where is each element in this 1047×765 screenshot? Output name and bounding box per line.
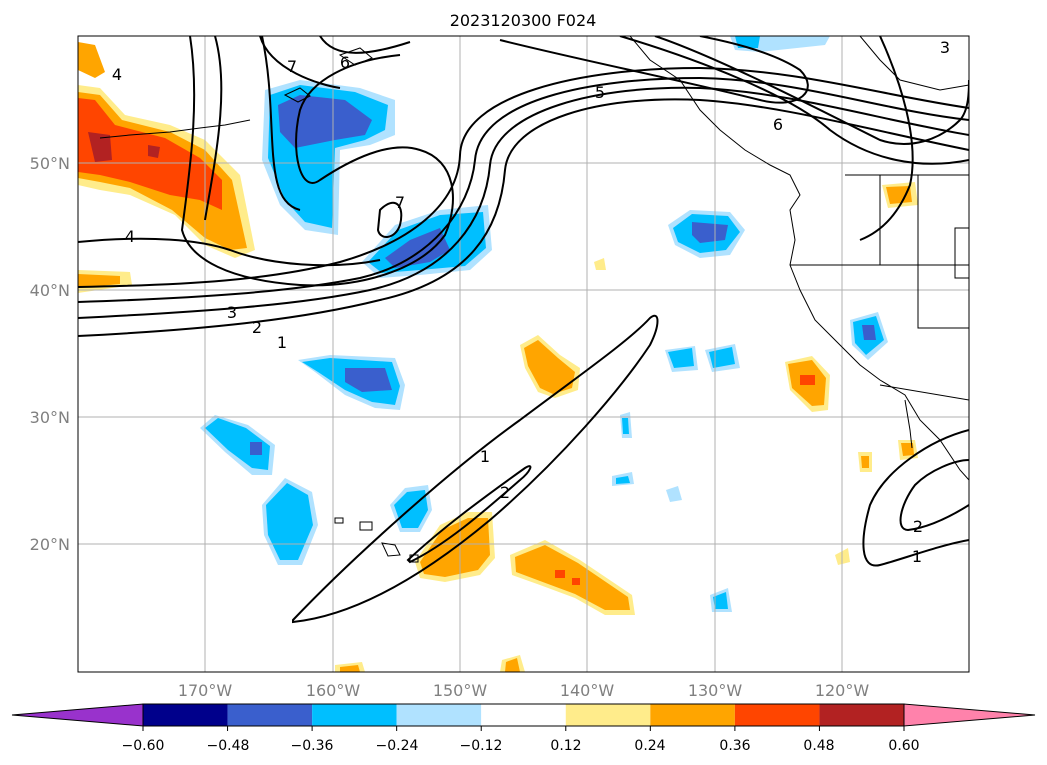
contour-label: 1 xyxy=(277,333,287,352)
lon-labels: 170°W 160°W 150°W 140°W 130°W 120°W xyxy=(178,681,870,700)
colorbar-segment xyxy=(565,704,651,726)
contour-label: 1 xyxy=(912,547,922,566)
contour-label: 3 xyxy=(227,303,237,322)
map-title: 2023120300 F024 xyxy=(450,11,597,30)
lat-label: 20°N xyxy=(30,535,70,554)
plot-area: 1 2 3 4 4 5 6 6 7 7 1 2 1 2 3 xyxy=(78,36,969,672)
colorbar-frame xyxy=(142,703,905,727)
contour-label: 6 xyxy=(340,53,350,72)
colorbar-tick-label: −0.12 xyxy=(460,738,503,754)
plot-frame xyxy=(77,35,970,673)
colorbar-tick-label: −0.60 xyxy=(122,738,165,754)
colorbar-segment xyxy=(143,704,228,726)
lon-label: 170°W xyxy=(178,681,233,700)
contour-label: 5 xyxy=(595,83,605,102)
contour-label-group: 1 2 3 4 4 5 6 6 7 7 1 2 1 2 3 xyxy=(112,38,950,566)
colorbar-segment xyxy=(312,704,397,726)
colorbar-tick-label: 0.36 xyxy=(719,738,750,754)
lat-labels: 50°N 40°N 30°N 20°N xyxy=(30,154,70,554)
coastlines xyxy=(99,36,969,563)
lon-label: 140°W xyxy=(560,681,615,700)
contour-label: 2 xyxy=(500,483,510,502)
contour-label: 6 xyxy=(773,115,783,134)
contour-label: 7 xyxy=(395,193,405,212)
contour-lines xyxy=(78,36,969,624)
lat-label: 30°N xyxy=(30,408,70,427)
contour-label: 4 xyxy=(112,65,122,84)
colorbar-tick-label: 0.24 xyxy=(634,738,665,754)
lon-label: 120°W xyxy=(815,681,870,700)
colorbar-tick-label: 0.48 xyxy=(803,738,834,754)
colorbar-segment xyxy=(819,704,904,726)
contour-label: 2 xyxy=(252,318,262,337)
colorbar-tick-label: −0.24 xyxy=(376,738,419,754)
colorbar-extend-min xyxy=(11,703,144,727)
colorbar-segment xyxy=(396,704,482,726)
colorbar-labels: −0.60 −0.48 −0.36 −0.24 −0.12 0.12 0.24 … xyxy=(122,738,920,754)
lat-label: 40°N xyxy=(30,281,70,300)
lon-label: 160°W xyxy=(306,681,361,700)
colorbar xyxy=(11,703,1036,731)
lon-label: 150°W xyxy=(433,681,488,700)
colorbar-segment xyxy=(227,704,313,726)
colorbar-segment xyxy=(481,704,566,726)
contour-label: 3 xyxy=(940,38,950,57)
contour-label: 2 xyxy=(913,517,923,536)
lat-label: 50°N xyxy=(30,154,70,173)
lon-label: 130°W xyxy=(688,681,743,700)
colorbar-extend-max xyxy=(903,703,1036,727)
contour-label: 4 xyxy=(125,227,135,246)
colorbar-tick-label: 0.12 xyxy=(550,738,581,754)
colorbar-segment xyxy=(650,704,735,726)
colorbar-tick-label: −0.48 xyxy=(207,738,250,754)
colorbar-tick-label: −0.36 xyxy=(291,738,334,754)
contour-label: 7 xyxy=(287,57,297,76)
colorbar-segment xyxy=(734,704,820,726)
colorbar-tick-label: 0.60 xyxy=(888,738,919,754)
shading-layer xyxy=(78,36,918,672)
contour-label: 1 xyxy=(480,447,490,466)
